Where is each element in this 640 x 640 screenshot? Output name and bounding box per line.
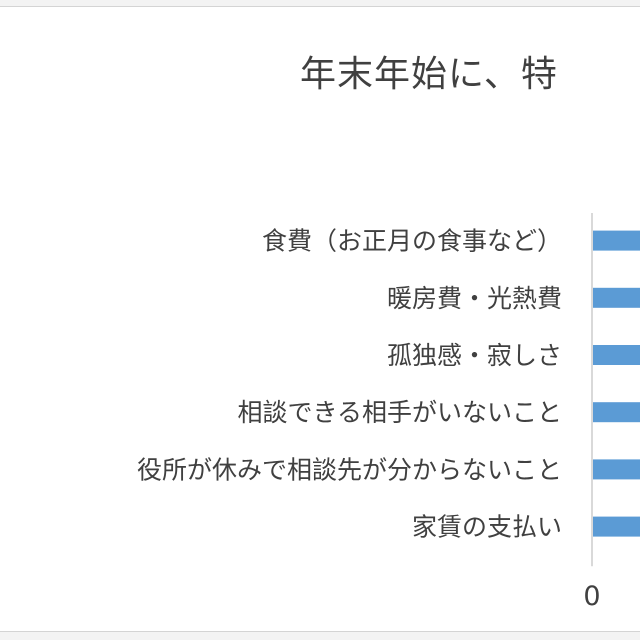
x-tick-label: 0 xyxy=(583,581,600,612)
category-label: 家賃の支払い xyxy=(412,513,562,542)
bar xyxy=(593,287,640,308)
bar xyxy=(593,516,640,537)
category-label: 役所が休みで相談先が分からないこと xyxy=(137,455,562,484)
chart-frame: 年末年始に、特 食費（お正月の食事など） 暖房費・光熱費 孤独感・寂しさ相談できる相… xyxy=(0,6,640,632)
category-label: 食費（お正月の食事など） xyxy=(262,227,562,256)
bar xyxy=(593,402,640,423)
category-label: 相談できる相手がいないこと xyxy=(237,398,562,427)
bar xyxy=(593,459,640,480)
chart-title: 年末年始に、特 xyxy=(300,54,558,95)
category-label: 孤独感・寂しさ xyxy=(387,341,562,370)
bar xyxy=(593,230,640,251)
category-label: 暖房費・光熱費 xyxy=(387,284,562,313)
bar-chart: 食費（お正月の食事など） 暖房費・光熱費孤独感・寂しさ相談できる相手がいないこと役… xyxy=(137,213,640,612)
bar xyxy=(593,345,640,365)
